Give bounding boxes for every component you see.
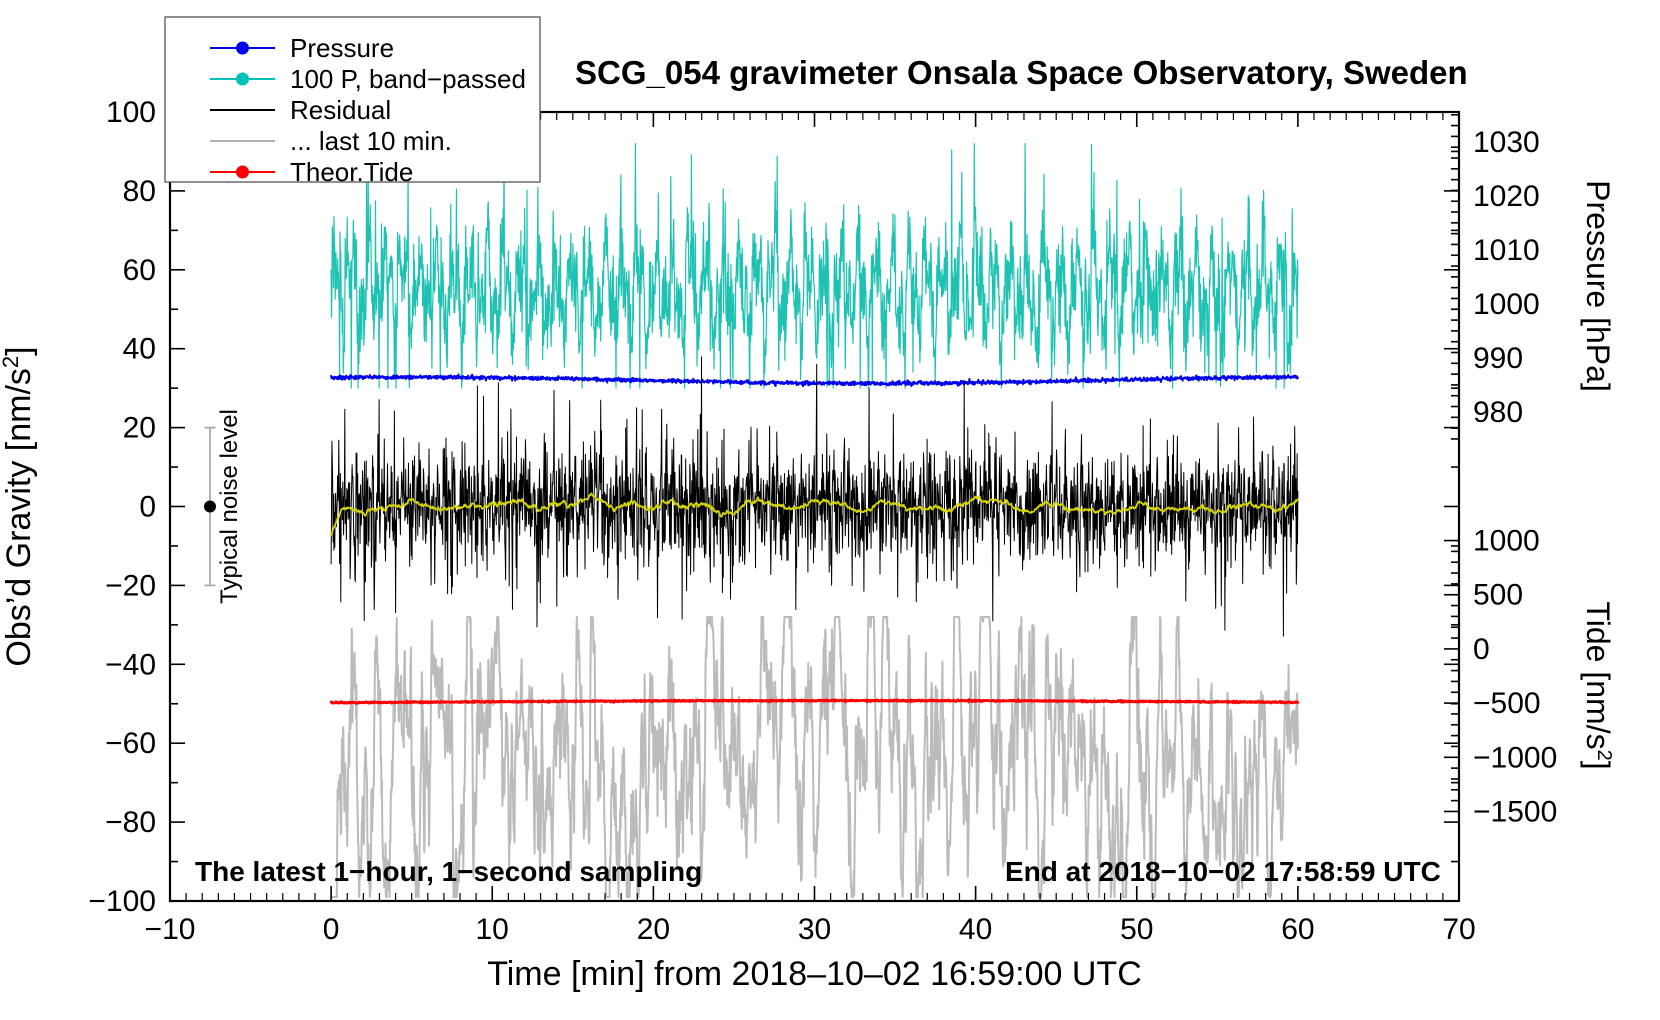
svg-text:Tide [nm/s2]: Tide [nm/s2]	[1580, 601, 1616, 769]
svg-text:Typical noise level: Typical noise level	[216, 409, 243, 604]
svg-text:Time [min] from 2018–10–02 16:: Time [min] from 2018–10–02 16:59:00 UTC	[487, 955, 1142, 993]
svg-text:0: 0	[1473, 633, 1490, 666]
svg-text:500: 500	[1473, 579, 1523, 612]
svg-text:40: 40	[123, 333, 156, 366]
svg-text:80: 80	[123, 175, 156, 208]
svg-text:SCG_054 gravimeter Onsala Spac: SCG_054 gravimeter Onsala Space Observat…	[575, 54, 1468, 91]
svg-text:−10: −10	[145, 913, 196, 946]
svg-text:Residual: Residual	[290, 95, 391, 125]
svg-text:40: 40	[959, 913, 992, 946]
svg-text:0: 0	[323, 913, 340, 946]
svg-text:1000: 1000	[1473, 525, 1540, 558]
svg-text:980: 980	[1473, 396, 1523, 429]
svg-text:−80: −80	[105, 806, 156, 839]
svg-text:−500: −500	[1473, 687, 1541, 720]
svg-text:−40: −40	[105, 648, 156, 681]
svg-text:50: 50	[1120, 913, 1153, 946]
svg-text:100: 100	[106, 96, 156, 129]
svg-text:... last 10 min.: ... last 10 min.	[290, 126, 452, 156]
svg-text:20: 20	[123, 412, 156, 445]
svg-text:1000: 1000	[1473, 288, 1540, 321]
svg-text:30: 30	[798, 913, 831, 946]
svg-text:20: 20	[637, 913, 670, 946]
svg-text:Theor.Tide: Theor.Tide	[290, 157, 413, 187]
svg-text:100 P, band−passed: 100 P, band−passed	[290, 64, 526, 94]
svg-text:Pressure [hPa]: Pressure [hPa]	[1580, 180, 1616, 392]
svg-text:60: 60	[123, 254, 156, 287]
svg-text:60: 60	[1281, 913, 1314, 946]
svg-text:Pressure: Pressure	[290, 33, 394, 63]
svg-text:The latest 1−hour, 1−second sa: The latest 1−hour, 1−second sampling	[195, 856, 702, 887]
svg-text:−60: −60	[105, 727, 156, 760]
svg-text:1010: 1010	[1473, 234, 1540, 267]
svg-text:1030: 1030	[1473, 126, 1540, 159]
svg-text:−1500: −1500	[1473, 796, 1557, 829]
svg-text:−20: −20	[105, 569, 156, 602]
svg-text:10: 10	[476, 913, 509, 946]
svg-text:70: 70	[1442, 913, 1475, 946]
svg-text:0: 0	[139, 491, 156, 524]
svg-text:Obs’d Gravity [nm/s2]: Obs’d Gravity [nm/s2]	[0, 346, 38, 666]
svg-text:990: 990	[1473, 342, 1523, 375]
svg-text:−1000: −1000	[1473, 741, 1557, 774]
svg-text:1020: 1020	[1473, 180, 1540, 213]
svg-text:End at 2018−10−02 17:58:59 UTC: End at 2018−10−02 17:58:59 UTC	[1005, 856, 1441, 887]
